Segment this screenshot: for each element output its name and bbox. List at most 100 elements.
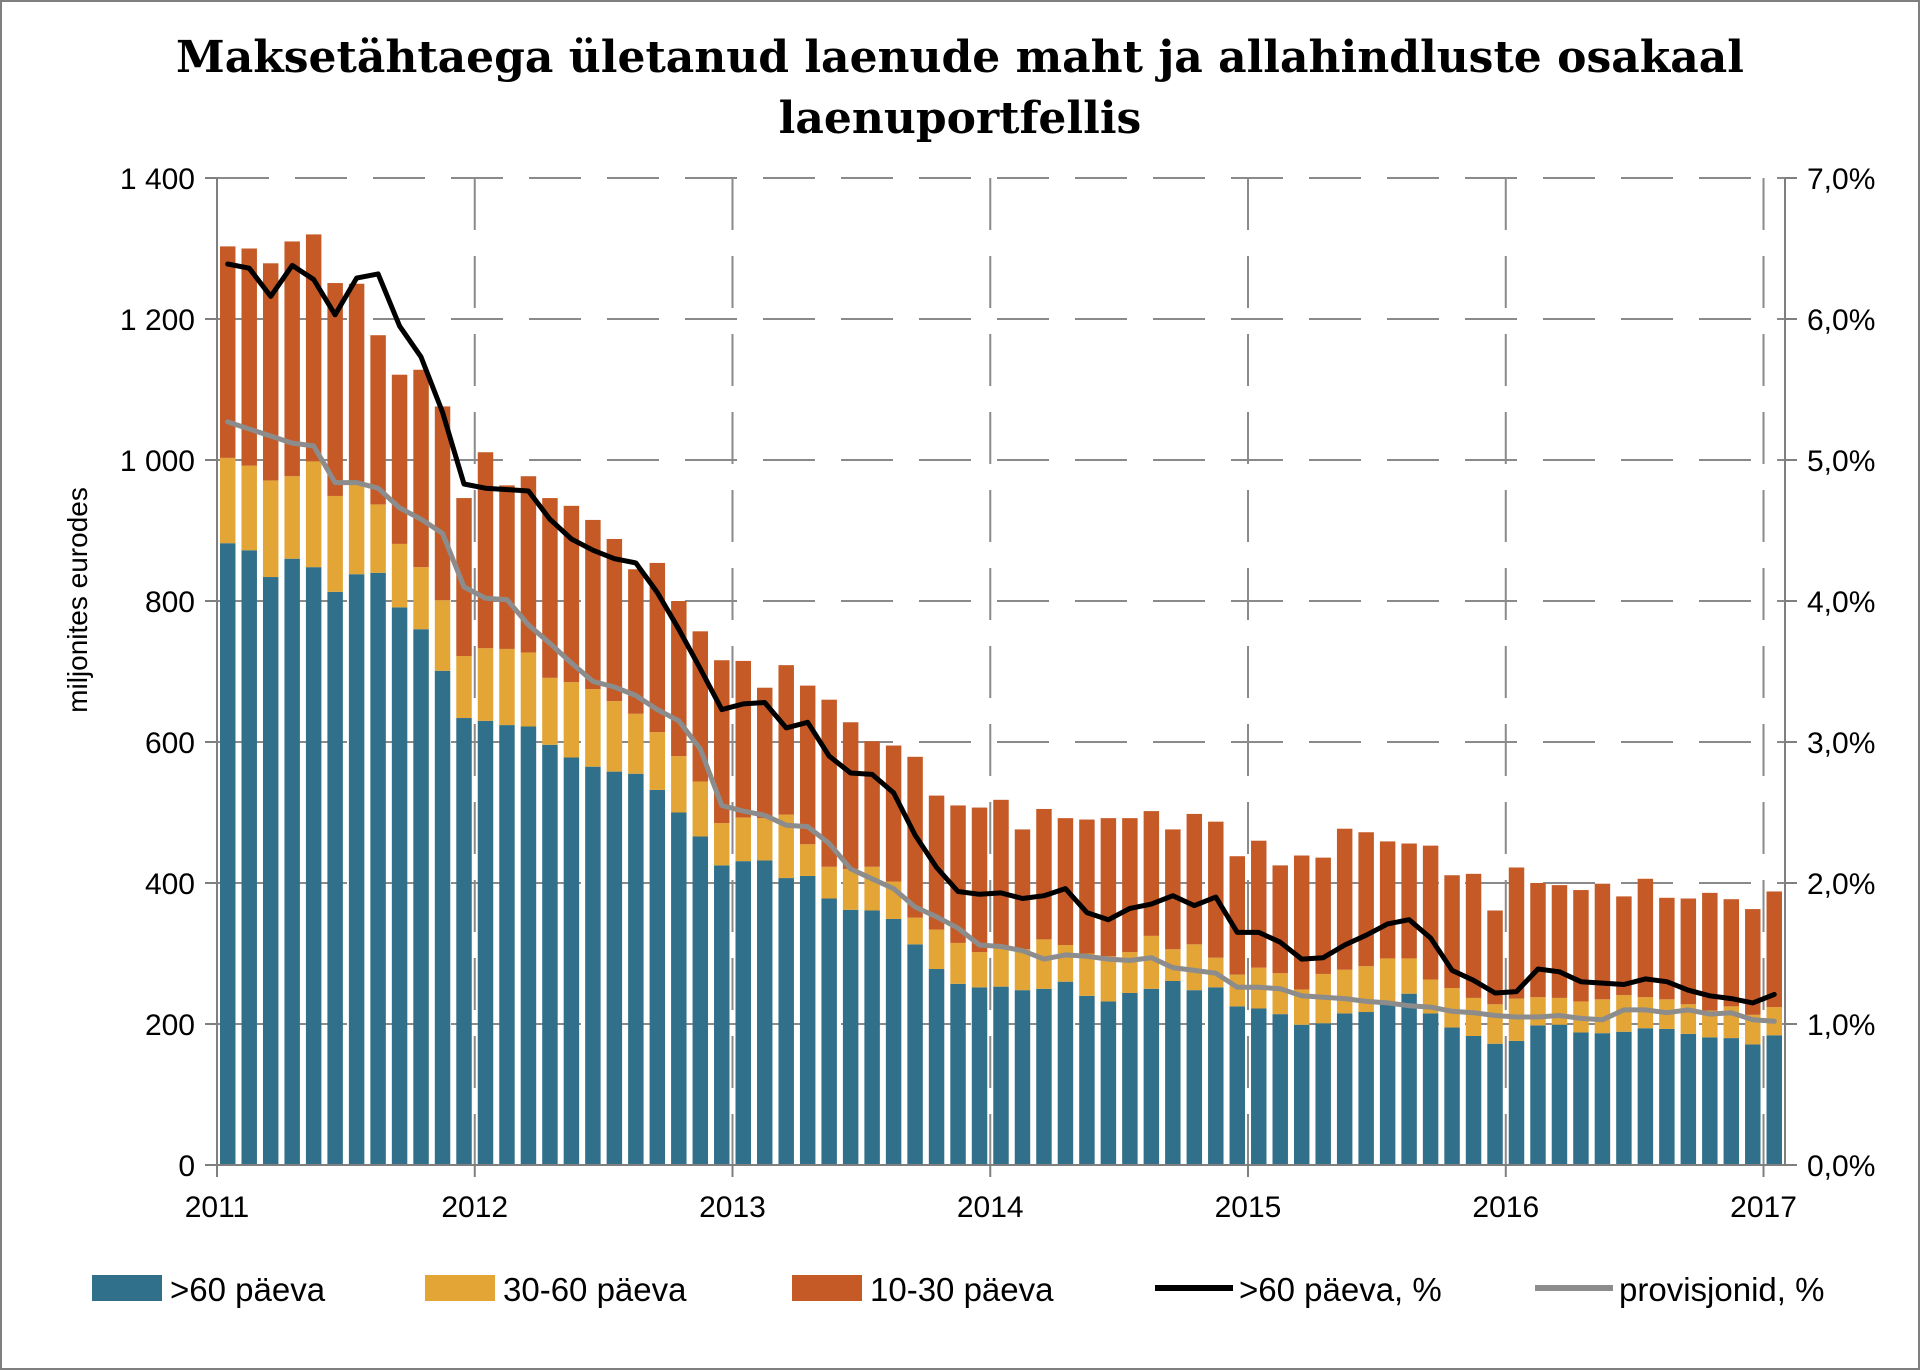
bar-segment-10-30	[1336, 828, 1353, 970]
bar-segment-30-60	[1637, 997, 1654, 1029]
bar-segment-10-30	[606, 538, 623, 702]
bar-segment-over-60	[563, 757, 580, 1165]
legend-swatch	[92, 1275, 162, 1301]
legend-item-10-30: 10-30 päeva	[792, 1271, 1054, 1308]
legend-label: >60 päeva	[170, 1271, 326, 1308]
bar-segment-over-60	[456, 718, 472, 1165]
bar-segment-10-30	[1272, 865, 1288, 974]
bar-segment-10-30	[1186, 813, 1203, 945]
bar-segment-30-60	[907, 917, 923, 945]
bar-segment-over-60	[327, 591, 343, 1165]
bar-segment-10-30	[220, 246, 236, 458]
bar-segment-over-60	[1014, 990, 1031, 1165]
bar-segment-over-60	[1594, 1033, 1611, 1165]
bar-segment-over-60	[628, 773, 644, 1165]
bar-segment-over-60	[950, 983, 966, 1165]
bar-segment-30-60	[434, 600, 451, 671]
bar-segment-10-30	[370, 335, 386, 505]
bar-segment-over-60	[1122, 992, 1138, 1165]
bar-segment-over-60	[1336, 1013, 1353, 1165]
axes: 0 200 400 600 800 1 000 1 200 1 400 0,0% 1,0% 2,0%…	[120, 163, 1875, 1224]
bar-segment-10-30	[1594, 883, 1611, 1000]
bar-segment-over-60	[649, 789, 666, 1165]
bar-segment-10-30	[756, 687, 773, 819]
lines	[225, 261, 1777, 1024]
bar-segment-over-60	[391, 607, 408, 1165]
bar-segment-10-30	[885, 745, 902, 882]
bar-segment-over-60	[1680, 1033, 1697, 1165]
bar-segment-30-60	[1530, 997, 1546, 1026]
legend-item-over-60-percent: >60 päeva, %	[1155, 1271, 1442, 1308]
line-over-60-percent	[225, 261, 1777, 1006]
bar-segment-30-60	[370, 504, 386, 573]
bar-segment-over-60	[993, 986, 1009, 1165]
bar-segment-10-30	[1573, 890, 1589, 1002]
bar-segment-over-60	[1422, 1013, 1439, 1165]
bar-segment-30-60	[692, 781, 709, 837]
bar-segment-30-60	[714, 823, 730, 866]
bar-segment-30-60	[1079, 953, 1095, 996]
bar-segment-10-30	[1508, 867, 1525, 999]
bar-segment-over-60	[520, 726, 537, 1165]
bar-segment-10-30	[821, 699, 837, 867]
bar-segment-over-60	[370, 572, 386, 1165]
bar-segment-10-30	[284, 241, 300, 477]
y-tick-label: 800	[145, 586, 195, 619]
x-tick-label: 2012	[441, 1191, 508, 1224]
bar-segment-10-30	[842, 722, 859, 869]
y2-tick-label: 6,0%	[1807, 304, 1875, 337]
bar-segment-30-60	[1014, 949, 1031, 991]
bar-segment-10-30	[1165, 829, 1181, 950]
x-tick-label: 2014	[957, 1191, 1024, 1224]
bar-segment-10-30	[1401, 843, 1417, 959]
bar-segment-30-60	[585, 689, 601, 767]
bar-segment-10-30	[1358, 832, 1374, 967]
line-provisjonid-percent	[225, 419, 1777, 1024]
bar-segment-30-60	[1401, 958, 1417, 994]
bar-segment-10-30	[241, 248, 257, 466]
bar-segment-over-60	[1208, 987, 1224, 1165]
bar-segment-10-30	[305, 234, 322, 462]
bar-segment-30-60	[950, 942, 966, 984]
bar-segment-over-60	[1766, 1035, 1782, 1165]
bar-segment-10-30	[971, 807, 988, 953]
bar-segment-10-30	[1208, 821, 1224, 958]
bar-segment-30-60	[220, 457, 236, 544]
bar-segment-30-60	[241, 465, 257, 551]
y2-tick-label: 3,0%	[1807, 727, 1875, 760]
bar-segment-over-60	[778, 878, 794, 1165]
bar-segment-10-30	[1465, 873, 1482, 998]
y2-tick-label: 5,0%	[1807, 445, 1875, 478]
bar-segment-over-60	[735, 861, 751, 1165]
bar-segment-over-60	[305, 567, 322, 1165]
bar-segment-over-60	[971, 987, 988, 1165]
legend-label: >60 päeva, %	[1239, 1271, 1442, 1308]
bar-segment-10-30	[1680, 898, 1697, 1005]
bar-segment-over-60	[585, 766, 601, 1165]
bar-segment-10-30	[434, 406, 451, 601]
bar-segment-10-30	[1551, 885, 1568, 998]
bar-segment-10-30	[542, 498, 558, 678]
bar-segment-10-30	[1079, 819, 1095, 954]
chart-title-line-2: laenuportfellis	[779, 93, 1142, 144]
bar-segment-30-60	[563, 682, 580, 758]
y-axis-label: miljonites eurodes	[62, 487, 93, 713]
bar-segment-10-30	[1659, 897, 1675, 1000]
y2-tick-label: 2,0%	[1807, 868, 1875, 901]
bar-segment-30-60	[327, 495, 343, 592]
bar-segment-30-60	[1057, 945, 1074, 982]
chart-title: Maksetähtaega ületanud laenude maht ja a…	[176, 32, 1744, 144]
bar-segment-10-30	[1766, 891, 1782, 1008]
bar-segment-10-30	[649, 562, 666, 733]
bar-segment-over-60	[1293, 1024, 1310, 1165]
bar-segment-over-60	[1465, 1035, 1482, 1165]
bar-segment-over-60	[1143, 988, 1160, 1165]
bar-segment-30-60	[799, 844, 816, 876]
bar-segment-10-30	[1487, 910, 1503, 1005]
bar-segment-10-30	[413, 369, 429, 568]
bar-segment-over-60	[1358, 1012, 1374, 1165]
bar-segment-10-30	[1616, 896, 1632, 996]
bar-segment-10-30	[993, 799, 1009, 948]
bar-segment-10-30	[864, 741, 880, 867]
